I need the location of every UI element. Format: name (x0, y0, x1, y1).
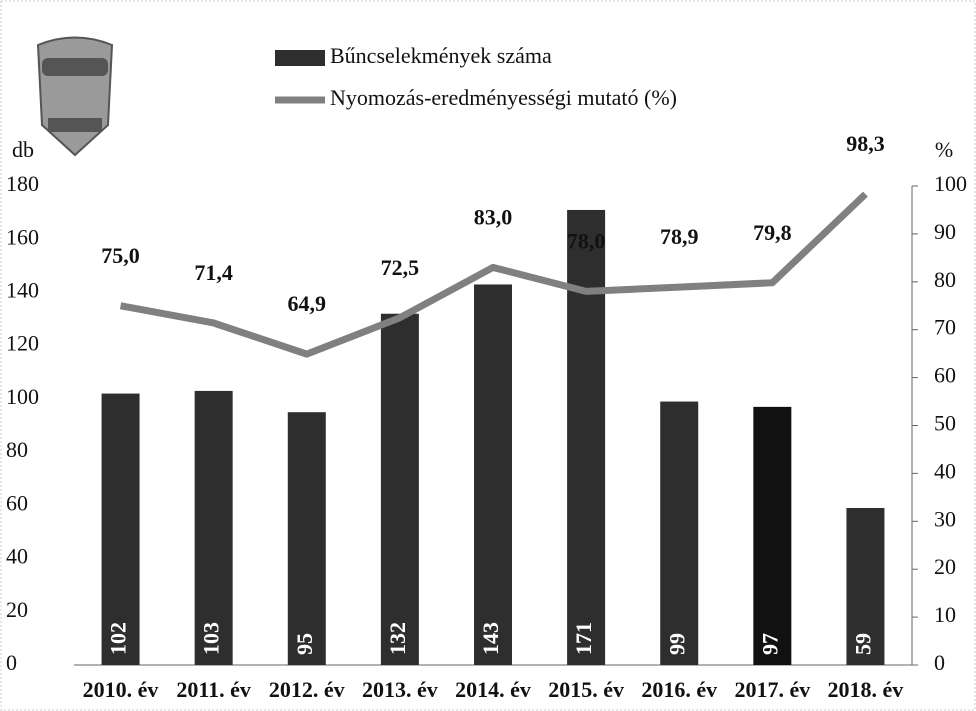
bar-value-label: 102 (106, 622, 131, 655)
y-axis-label: db (12, 137, 34, 162)
y-tick-label: 80 (6, 437, 28, 462)
line-value-label: 78,9 (660, 224, 699, 249)
y-tick-label: 140 (6, 277, 39, 302)
bar (287, 412, 326, 665)
x-tick-label: 2013. év (362, 677, 438, 702)
logo (36, 36, 114, 157)
y2-tick-label: 100 (934, 171, 967, 196)
x-tick-label: 2014. év (455, 677, 531, 702)
line-value-label: 83,0 (474, 204, 513, 229)
bar-value-label: 97 (757, 633, 782, 655)
y-tick-label: 180 (6, 171, 39, 196)
line-value-label: 79,8 (753, 220, 792, 245)
bar (474, 284, 512, 665)
line-value-label: 71,4 (194, 260, 233, 285)
bar (194, 390, 233, 665)
y-tick-label: 120 (6, 331, 39, 356)
bar-value-label: 143 (478, 622, 503, 655)
bar-value-label: 95 (292, 633, 317, 655)
y2-tick-label: 0 (934, 650, 945, 675)
y-tick-label: 0 (6, 650, 17, 675)
bar (660, 401, 699, 665)
x-tick-label: 2016. év (641, 677, 717, 702)
bar-value-label: 171 (571, 622, 596, 655)
legend-swatch (275, 50, 325, 66)
y-tick-label: 160 (6, 224, 39, 249)
line-value-label: 64,9 (288, 291, 327, 316)
x-tick-label: 2017. év (734, 677, 810, 702)
x-tick-label: 2012. év (269, 677, 345, 702)
y2-tick-label: 30 (934, 506, 956, 531)
y2-axis-label: % (935, 137, 953, 162)
line-value-label: 75,0 (101, 243, 140, 268)
y2-tick-label: 90 (934, 219, 956, 244)
line-value-label: 78,0 (567, 228, 606, 253)
y-tick-label: 60 (6, 490, 28, 515)
bar-value-label: 59 (850, 633, 875, 655)
x-tick-label: 2011. év (176, 677, 251, 702)
y-tick-label: 20 (6, 597, 28, 622)
bar (380, 313, 419, 665)
y2-tick-label: 10 (934, 602, 956, 627)
bar-value-label: 103 (199, 622, 224, 655)
bar-value-label: 132 (385, 622, 410, 655)
legend-label: Nyomozás-eredményességi mutató (%) (330, 85, 677, 110)
x-tick-label: 2018. év (828, 677, 904, 702)
y-tick-label: 100 (6, 384, 39, 409)
y2-tick-label: 50 (934, 411, 956, 436)
bar (846, 507, 885, 665)
y2-tick-label: 80 (934, 267, 956, 292)
line-value-label: 98,3 (846, 131, 885, 156)
x-tick-label: 2010. év (83, 677, 159, 702)
line-value-label: 72,5 (381, 255, 420, 280)
legend-label: Bűncselekmények száma (330, 43, 552, 68)
y2-tick-label: 20 (934, 554, 956, 579)
y2-tick-label: 40 (934, 458, 956, 483)
y2-tick-label: 60 (934, 363, 956, 388)
line (119, 191, 868, 358)
bar (101, 393, 140, 665)
bar (753, 406, 792, 665)
y2-tick-label: 70 (934, 315, 956, 340)
bar-value-label: 99 (664, 633, 689, 655)
y-tick-label: 40 (6, 544, 28, 569)
bar (567, 209, 606, 665)
x-tick-label: 2015. év (548, 677, 624, 702)
